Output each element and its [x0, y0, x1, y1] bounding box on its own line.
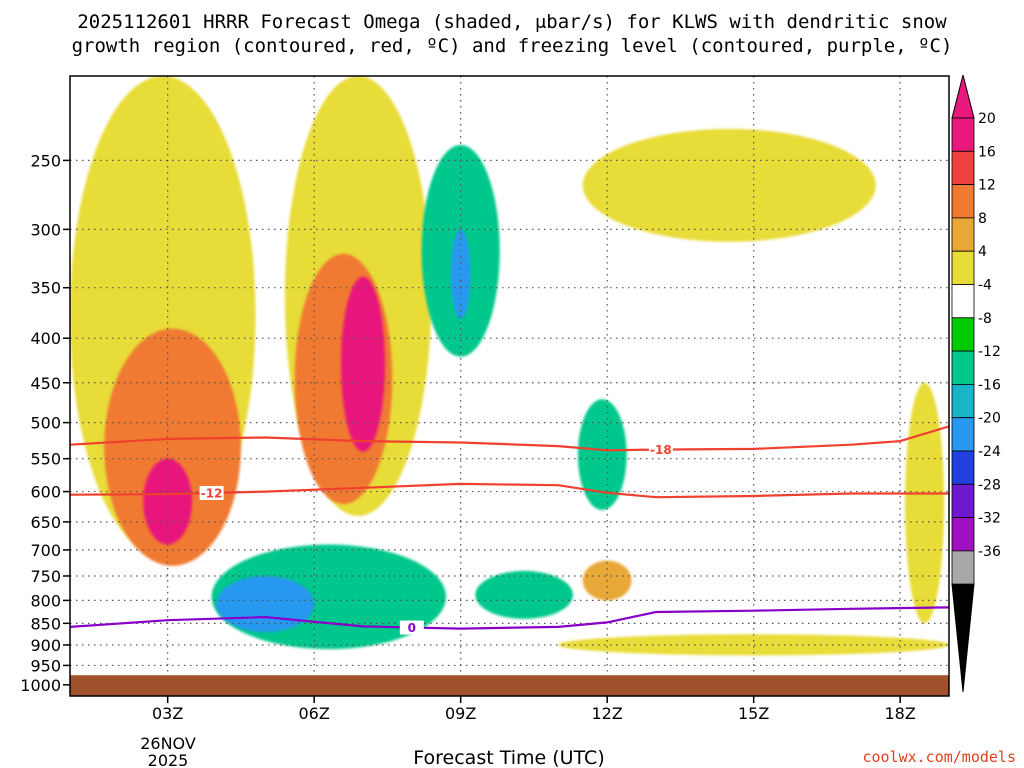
y-tick-label: 250 — [30, 151, 61, 170]
plot-area: -18 -12 0 — [70, 76, 949, 696]
colorbar-label: 12 — [978, 178, 996, 194]
colorbar-label: -4 — [978, 278, 992, 294]
x-tick-label: 06Z — [299, 704, 330, 723]
colorbar-bin — [951, 117, 975, 152]
omega-cell-ascent — [582, 128, 876, 242]
colorbar-label: 4 — [978, 244, 987, 260]
contour-line-freezing_level_0C — [70, 606, 949, 630]
contour-label-bg — [399, 620, 424, 635]
colorbar: 20 16 12 8 4 -4 -8 -12 -16 -20 -24 -28 -32 -36 — [951, 74, 1001, 693]
x-tick-label: 15Z — [738, 704, 769, 723]
y-tick-label: 850 — [30, 614, 61, 633]
colorbar-label: -20 — [978, 411, 1001, 427]
colorbar-label: 8 — [978, 211, 987, 227]
colorbar-label: -8 — [978, 311, 992, 327]
y-tick-label: 700 — [30, 541, 61, 560]
colorbar-bin — [951, 383, 975, 419]
y-tick-label: 450 — [30, 374, 61, 393]
colorbar-bin — [951, 250, 975, 285]
colorbar-bottom-triangle — [951, 583, 975, 693]
omega-cell-ascent — [341, 276, 385, 452]
y-tick-label: 500 — [30, 414, 61, 433]
x-tick-label: 18Z — [885, 704, 916, 723]
colorbar-bin — [951, 550, 975, 585]
colorbar-bin — [951, 217, 975, 252]
colorbar-label: 20 — [978, 111, 996, 127]
contour-label-freezing_level_0C: 0 — [408, 621, 416, 635]
colorbar-bin — [951, 317, 975, 352]
colorbar-label: -36 — [978, 544, 1001, 560]
y-tick-label: 950 — [30, 656, 61, 675]
y-axis: 250 300 350 400 450 500 550 600 650 700 750 800 850 9… — [20, 151, 70, 695]
y-tick-label: 750 — [30, 567, 61, 586]
y-tick-label: 350 — [30, 279, 61, 298]
contour-line-dendritic_-12C — [70, 482, 949, 499]
y-tick-label: 900 — [30, 636, 61, 655]
omega-cell-ascent — [104, 328, 241, 566]
omega-cell-descent — [216, 575, 315, 633]
omega-cell-ascent — [143, 458, 193, 545]
y-tick-label: 550 — [30, 450, 61, 469]
x-axis: 03Z 06Z 09Z 12Z 15Z 18Z — [152, 696, 916, 723]
y-tick-label: 1000 — [20, 676, 61, 695]
colorbar-bin — [951, 483, 975, 518]
colorbar-bin — [951, 284, 975, 319]
plot-frame — [69, 75, 950, 697]
contour-line-dendritic_-18C — [70, 425, 949, 452]
omega-cell-ascent — [905, 382, 945, 624]
x-tick-label: 09Z — [445, 704, 476, 723]
y-tick-label: 400 — [30, 329, 61, 348]
chart-title-line2: growth region (contoured, red, ºC) and f… — [72, 35, 953, 57]
omega-cell-ascent — [558, 634, 949, 656]
contour-label-dendritic_-12C: -12 — [201, 486, 223, 500]
credit-text: coolwx.com/models — [862, 748, 1016, 766]
omega-cell-descent — [577, 399, 627, 511]
x-tick-label: 03Z — [152, 704, 183, 723]
x-axis-label: Forecast Time (UTC) — [413, 747, 604, 768]
colorbar-label: 16 — [978, 144, 996, 160]
y-tick-label: 300 — [30, 220, 61, 239]
omega-shading — [70, 76, 949, 656]
chart-title-line1: 2025112601 HRRR Forecast Omega (shaded, … — [77, 11, 947, 33]
y-tick-label: 650 — [30, 513, 61, 532]
colorbar-label: -16 — [978, 377, 1001, 393]
date-label-line1: 26NOV — [140, 734, 196, 753]
colorbar-label: -12 — [978, 344, 1001, 360]
colorbar-top-triangle — [951, 74, 975, 119]
colorbar-label: -24 — [978, 444, 1001, 460]
colorbar-label: -32 — [978, 511, 1001, 527]
colorbar-bin — [951, 417, 975, 452]
colorbar-bin — [951, 150, 975, 186]
y-tick-label: 600 — [30, 483, 61, 502]
colorbar-bin — [951, 350, 975, 385]
y-tick-label: 800 — [30, 591, 61, 610]
contour-lines: -18 -12 0 — [70, 425, 949, 635]
contour-label-dendritic_-18C: -18 — [650, 443, 672, 457]
ground-below-surface — [70, 675, 949, 696]
date-label-line2: 2025 — [148, 751, 189, 768]
colorbar-label: -28 — [978, 477, 1001, 493]
contour-label-bg — [648, 442, 673, 457]
colorbar-bin — [951, 517, 975, 552]
colorbar-bin — [951, 184, 975, 219]
omega-cell-descent — [475, 570, 573, 619]
x-tick-label: 12Z — [592, 704, 623, 723]
colorbar-bin — [951, 450, 975, 485]
contour-label-bg — [199, 485, 224, 500]
